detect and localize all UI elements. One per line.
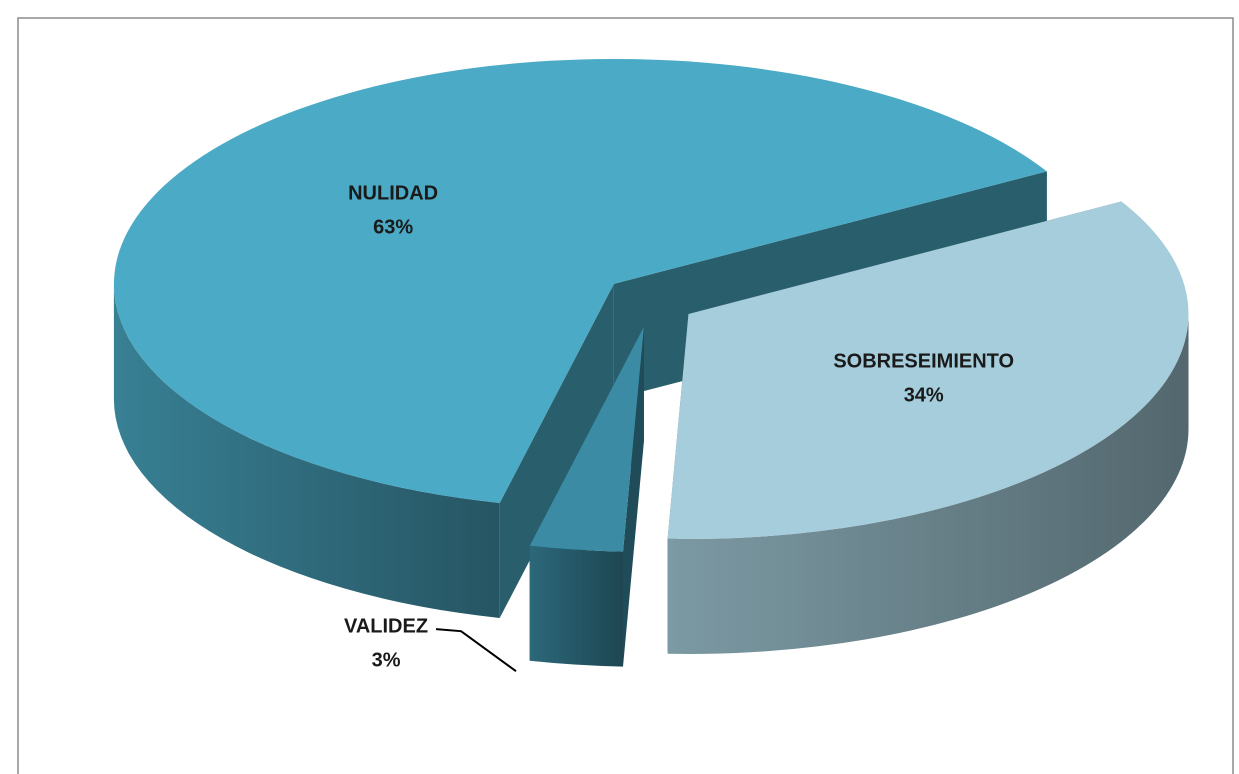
slice-label: VALIDEZ <box>344 615 428 637</box>
slice-top <box>113 58 1047 503</box>
slice-side <box>529 545 623 667</box>
slice-top <box>529 326 644 552</box>
pie <box>113 58 1189 667</box>
labels: NULIDAD 63% SOBRESEIMIENTO 34% VALIDEZ 3% <box>344 182 1014 673</box>
slice-label: NULIDAD <box>348 182 438 204</box>
slice-side <box>667 314 1189 654</box>
chart-frame <box>17 17 1234 774</box>
slice-side <box>113 283 500 618</box>
slice-edge-wall <box>499 283 614 618</box>
slice-value-label: 63% <box>373 216 413 238</box>
slice-top <box>667 201 1189 539</box>
slice-value-label: 34% <box>904 384 944 406</box>
slice-label: SOBRESEIMIENTO <box>833 350 1014 372</box>
slice-value-label: 3% <box>372 649 401 671</box>
leader-line <box>435 628 517 673</box>
